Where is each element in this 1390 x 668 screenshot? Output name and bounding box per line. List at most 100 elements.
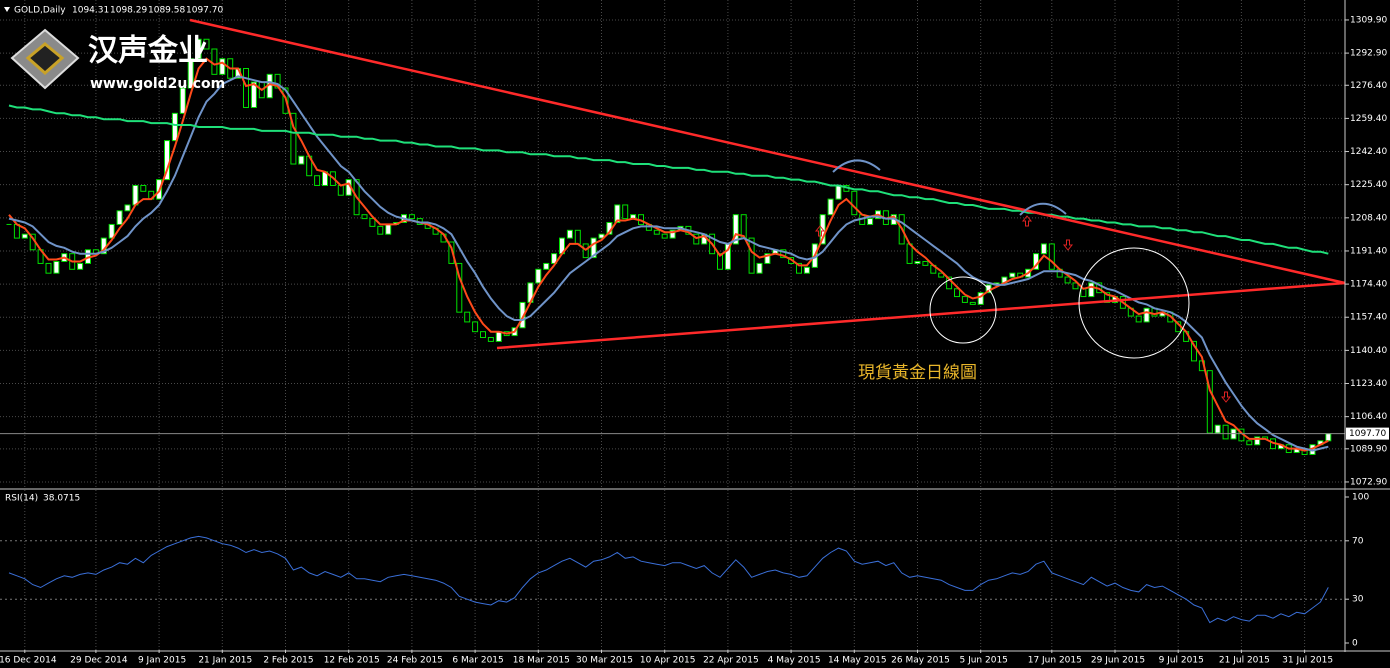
candle — [13, 223, 20, 239]
candle — [408, 214, 415, 220]
candle — [116, 210, 123, 225]
candle — [1254, 436, 1261, 446]
candle — [464, 311, 471, 323]
candle — [290, 112, 297, 165]
y-tick-label: 1123.40 — [1350, 379, 1387, 389]
candle — [543, 262, 550, 270]
candle — [780, 249, 787, 259]
candle — [835, 184, 842, 200]
y-tick-label: 1292.90 — [1350, 49, 1387, 59]
arrow-up — [814, 225, 826, 237]
candle — [171, 112, 178, 142]
rsi-label: RSI(14) — [5, 494, 38, 504]
y-tick-label: 1191.40 — [1350, 246, 1387, 256]
candle — [219, 58, 226, 75]
candle — [140, 184, 147, 192]
candle — [337, 184, 344, 196]
arrow-down — [1220, 391, 1232, 403]
x-tick-label: 4 May 2015 — [768, 656, 821, 666]
x-tick-label: 21 Jul 2015 — [1219, 656, 1270, 666]
candle — [179, 87, 186, 114]
annotation: 現貨黃金日線圖 — [858, 363, 977, 383]
candle — [827, 198, 834, 216]
candle — [1206, 370, 1213, 434]
candle — [1135, 315, 1142, 323]
candle — [914, 260, 921, 264]
candle — [456, 262, 463, 313]
candle — [1048, 243, 1055, 270]
x-tick-label: 18 Mar 2015 — [513, 656, 570, 666]
candle — [274, 73, 281, 89]
moving-average — [8, 104, 1329, 255]
candle — [969, 301, 976, 305]
x-tick-label: 16 Dec 2014 — [0, 656, 57, 666]
x-tick-label: 24 Feb 2015 — [387, 656, 443, 666]
candle — [243, 67, 249, 108]
moving-average — [8, 75, 1329, 452]
grid-layer — [0, 0, 1349, 653]
y-tick-label: 1242.40 — [1350, 147, 1387, 157]
arrow-up — [1021, 215, 1033, 227]
x-tick-label: 9 Jan 2015 — [138, 656, 186, 666]
x-tick-label: 31 Jul 2015 — [1282, 656, 1333, 666]
rsi-tick-label: 0 — [1352, 638, 1358, 648]
candle — [764, 253, 771, 264]
x-tick-label: 21 Jan 2015 — [198, 656, 252, 666]
x-tick-label: 6 Mar 2015 — [452, 656, 503, 666]
candle — [803, 266, 810, 274]
x-tick-label: 22 Apr 2015 — [703, 656, 759, 666]
rsi-last: 38.0715 — [43, 494, 80, 504]
x-tick-label: 10 Apr 2015 — [640, 656, 696, 666]
candle — [661, 233, 668, 239]
x-tick-label: 14 May 2015 — [828, 656, 887, 666]
header-prices: 1094.31 1098.29 1089.58 1097.70 — [72, 6, 223, 16]
logo-inner — [25, 42, 65, 76]
highlight-circle — [929, 276, 997, 344]
rsi-line — [8, 535, 1329, 624]
last-price-label: 1097.70 — [1349, 429, 1386, 439]
candle — [977, 292, 984, 305]
candle — [961, 296, 968, 303]
x-tick-label: 2 Feb 2015 — [263, 656, 313, 666]
candle — [203, 38, 210, 50]
y-tick-label: 1276.40 — [1350, 81, 1387, 91]
candle — [77, 262, 84, 270]
candle — [574, 229, 581, 245]
candle — [250, 81, 257, 108]
header-price: 1094.31 — [72, 6, 109, 16]
logo-name: 汉声金业 — [88, 34, 208, 69]
candle — [132, 184, 139, 206]
candle — [211, 48, 218, 75]
candle — [851, 190, 858, 216]
candle — [1064, 276, 1071, 284]
y-tick-label: 1106.40 — [1350, 412, 1387, 422]
y-tick-label: 1140.40 — [1350, 346, 1387, 356]
logo-url: www.gold2u.com — [90, 76, 225, 92]
x-tick-label: 17 Jun 2015 — [1028, 656, 1082, 666]
candle — [480, 331, 486, 339]
candle — [1214, 424, 1221, 434]
x-tick-label: 29 Jun 2015 — [1091, 656, 1145, 666]
candle — [195, 38, 202, 60]
y-tick-label: 1309.90 — [1350, 15, 1387, 25]
candle — [298, 155, 305, 165]
candle — [45, 262, 52, 274]
candle — [1325, 433, 1332, 442]
rsi-tick-label: 100 — [1352, 493, 1369, 503]
y-tick-label: 1157.40 — [1350, 313, 1387, 323]
candle — [954, 288, 960, 298]
candle — [717, 253, 723, 270]
header-price: 1098.29 — [110, 6, 147, 16]
candle — [487, 337, 494, 342]
candle — [1080, 288, 1087, 298]
candle — [377, 225, 384, 235]
candle — [614, 204, 621, 223]
candle — [653, 229, 660, 235]
candle — [1191, 340, 1197, 362]
x-tick-label: 12 Feb 2015 — [324, 656, 380, 666]
x-tick-label: 26 May 2015 — [891, 656, 950, 666]
x-tick-label: 9 Jul 2015 — [1159, 656, 1204, 666]
candle — [740, 214, 747, 239]
